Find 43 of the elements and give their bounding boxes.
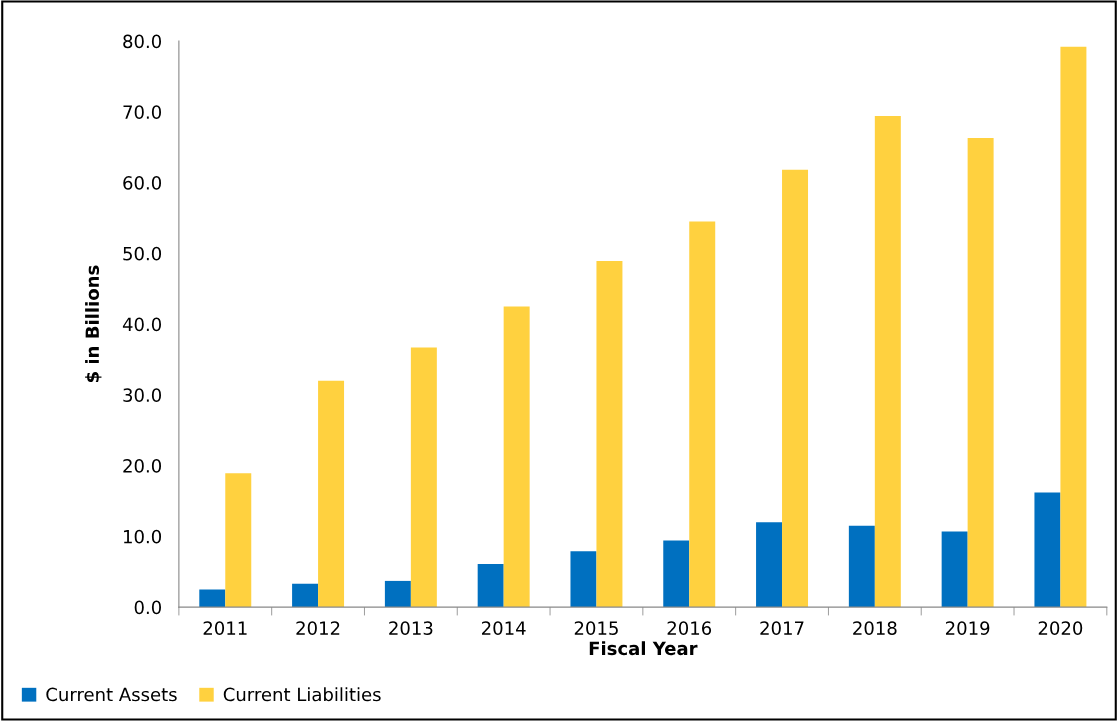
x-tick-label: 2014 [482, 621, 526, 635]
y-tick-label: 80.0 [123, 34, 162, 49]
bar [663, 540, 690, 608]
x-tick-label: 2018 [853, 621, 897, 635]
bar [199, 589, 226, 608]
legend-label: Current Assets [46, 687, 177, 702]
bar [225, 473, 252, 608]
bar [410, 347, 437, 608]
bar [292, 583, 319, 608]
bar [689, 221, 716, 608]
y-tick-label: 70.0 [123, 105, 162, 119]
x-tick-label: 2015 [574, 621, 618, 635]
bar [941, 531, 968, 608]
bar [782, 169, 809, 608]
y-tick-label: 60.0 [123, 176, 162, 190]
legend-label: Current Liabilities [223, 687, 381, 702]
x-tick-label: 2016 [667, 621, 712, 635]
bar [477, 563, 504, 608]
bar [874, 116, 901, 608]
x-tick-label: 2020 [1038, 621, 1083, 635]
bar [756, 522, 783, 608]
y-axis-title: $ in Billions [85, 265, 102, 383]
bar [848, 525, 875, 608]
y-tick-label: 20.0 [123, 459, 162, 473]
bar [503, 306, 530, 608]
bar [596, 261, 623, 608]
x-tick-label: 2011 [203, 621, 247, 635]
bar [1060, 46, 1087, 608]
x-tick-label: 2019 [945, 621, 990, 635]
y-tick-label: 30.0 [123, 388, 162, 402]
y-tick-label: 10.0 [123, 529, 162, 544]
x-axis-title: Fiscal Year [589, 641, 698, 656]
bar [967, 138, 994, 608]
bar [570, 551, 597, 608]
bar [1034, 492, 1061, 608]
bar [384, 580, 411, 608]
x-tick-label: 2012 [296, 621, 340, 635]
y-tick-label: 50.0 [123, 246, 162, 261]
x-tick-label: 2017 [760, 621, 804, 635]
x-tick-label: 2013 [389, 621, 433, 635]
y-tick-label: 40.0 [122, 317, 162, 332]
bar [318, 380, 345, 608]
y-tick-label: 0.0 [134, 600, 162, 615]
